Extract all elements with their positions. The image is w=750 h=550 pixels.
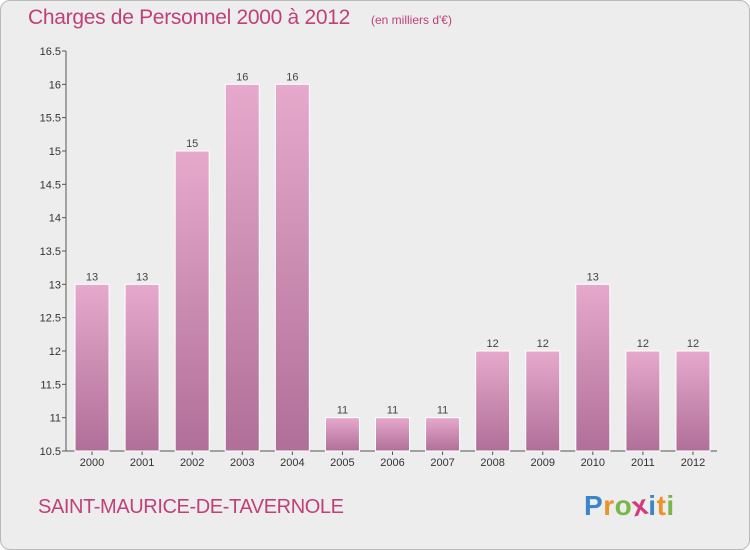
data-label-2003: 16 [236,71,248,83]
y-tick-label: 12.5 [40,313,61,325]
chart-title: Charges de Personnel 2000 à 2012 [28,6,350,29]
bar-2001 [124,283,160,452]
y-tick-label: 10.5 [40,446,61,458]
y-tick-label: 13 [49,279,61,291]
bar-2004 [274,83,310,452]
unit-note: (en milliers d'€) [371,13,452,27]
data-label-2007: 11 [437,405,448,417]
y-tick-label: 12 [49,346,61,358]
bars [74,83,711,452]
bar-2003 [224,83,260,452]
data-labels: 13 13 15 16 16 11 11 11 12 12 13 12 12 [86,71,699,416]
x-tick-label-2008: 2008 [480,457,504,469]
bar-2007 [425,417,461,452]
data-label-2011: 12 [637,338,649,350]
bar-2005 [324,417,360,452]
x-tick-label-2007: 2007 [430,457,454,469]
data-label-2004: 16 [286,71,298,83]
bar-2010 [575,283,611,452]
logo-letter: P [584,490,604,521]
y-tick-label: 16.5 [40,46,61,58]
data-label-2008: 12 [487,338,499,350]
y-tick-label: 15.5 [40,113,61,125]
logo-letter: i [666,490,675,521]
data-label-2006: 11 [387,405,398,417]
x-tick-label-2006: 2006 [380,457,404,469]
x-tick-label-2000: 2000 [80,457,104,469]
y-tick-label: 11.5 [40,379,61,391]
bar-2006 [375,417,410,452]
x-tick-label-2009: 2009 [530,457,554,469]
logo-letter: o [614,490,633,521]
y-tick-label: 14.5 [40,179,61,191]
logo-letter: t [656,490,667,521]
data-label-2002: 15 [186,138,198,150]
data-label-2005: 11 [337,405,348,417]
y-tick-label: 11 [50,413,61,425]
x-tick-label-2004: 2004 [280,457,304,469]
data-label-2012: 12 [687,338,699,350]
x-tick-label-2003: 2003 [230,457,254,469]
logo-letter: r [603,490,615,521]
data-label-2010: 13 [587,271,599,283]
logo-letter: i [648,490,657,521]
y-tick-label: 14 [49,213,61,225]
bar-2009 [525,350,561,452]
y-tick-label: 16 [49,79,61,91]
x-tick-label-2011: 2011 [631,457,655,469]
x-tick-label-2005: 2005 [330,457,354,469]
proxiti-logo[interactable]: Proxiti [584,489,675,523]
place-name: SAINT-MAURICE-DE-TAVERNOLE [38,496,344,518]
bar-2008 [475,350,511,452]
bar-2000 [74,283,110,452]
bar-2012 [675,350,711,452]
y-tick-label: 15 [49,146,61,158]
data-label-2009: 12 [537,338,549,350]
x-tick-label-2002: 2002 [180,457,204,469]
x-tick-label-2012: 2012 [681,457,705,469]
bar-2011 [625,350,661,452]
x-tick-label-2010: 2010 [581,457,605,469]
y-tick-label: 13.5 [40,246,61,258]
x-tick-label-2001: 2001 [130,457,154,469]
data-label-2001: 13 [136,271,148,283]
bar-2002 [174,150,210,452]
data-label-2000: 13 [86,271,98,283]
